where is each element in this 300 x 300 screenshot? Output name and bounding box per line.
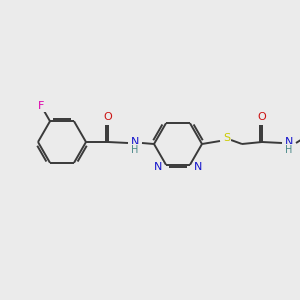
Text: N: N — [285, 137, 293, 147]
Text: H: H — [131, 145, 139, 155]
Text: F: F — [38, 101, 45, 112]
Text: N: N — [194, 162, 202, 172]
Text: N: N — [154, 162, 162, 172]
Text: N: N — [131, 137, 139, 147]
Text: O: O — [258, 112, 266, 122]
Text: O: O — [103, 112, 112, 122]
Text: H: H — [285, 145, 293, 155]
Text: S: S — [224, 133, 231, 143]
